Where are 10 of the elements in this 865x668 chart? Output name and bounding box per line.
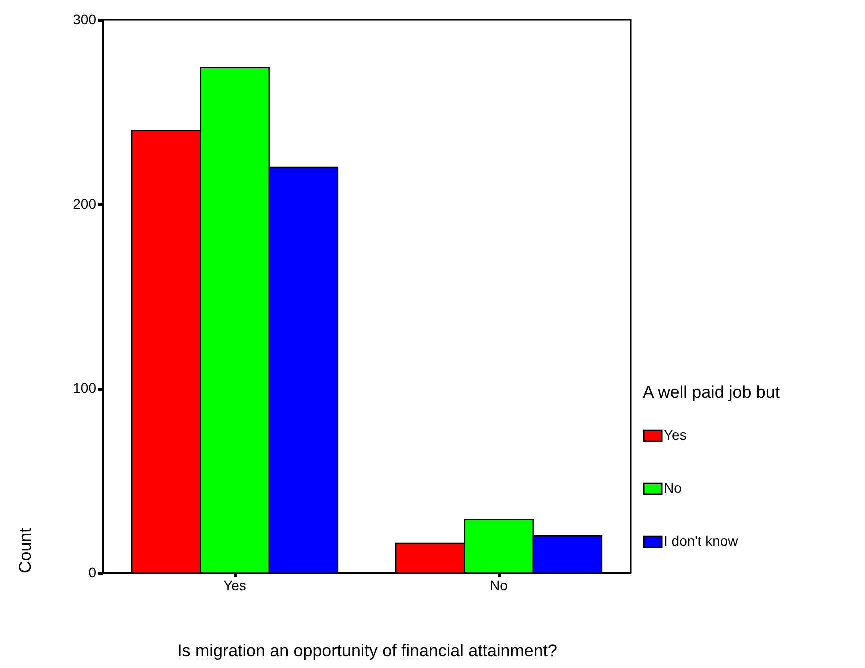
y-tick-label: 300 bbox=[73, 12, 97, 28]
y-axis-title: Count bbox=[16, 528, 36, 574]
y-tick-label: 100 bbox=[73, 380, 97, 396]
legend-title: A well paid job but bbox=[643, 383, 780, 402]
y-tick-label: 200 bbox=[73, 196, 97, 212]
legend-label: Yes bbox=[664, 427, 687, 443]
x-axis-title: Is migration an opportunity of financial attainment? bbox=[178, 642, 558, 660]
legend-label: I don't know bbox=[664, 533, 740, 549]
legend-label: No bbox=[664, 480, 682, 496]
y-tick-label: 0 bbox=[88, 564, 97, 580]
